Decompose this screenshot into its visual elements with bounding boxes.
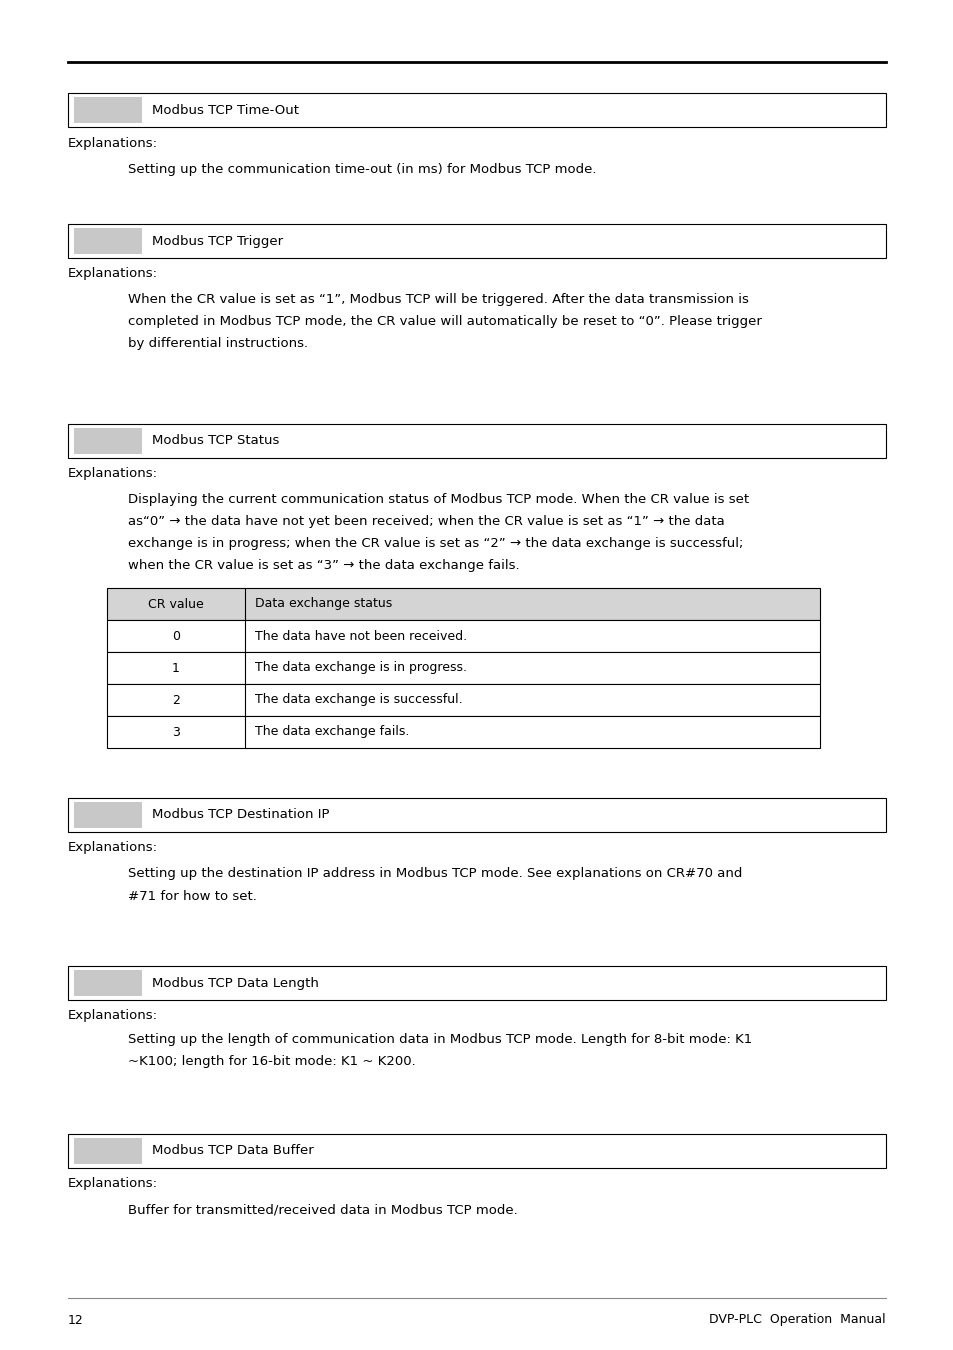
Text: Setting up the destination IP address in Modbus TCP mode. See explanations on CR: Setting up the destination IP address in… [128, 868, 741, 880]
Bar [74, 428, 142, 454]
Text: Data exchange status: Data exchange status [254, 598, 392, 610]
Text: 2: 2 [172, 694, 180, 706]
Text: Buffer for transmitted/received data in Modbus TCP mode.: Buffer for transmitted/received data in … [128, 1203, 517, 1216]
Bar [68, 798, 885, 832]
Text: Explanations:: Explanations: [68, 1010, 158, 1022]
Text: as“0” → the data have not yet been received; when the CR value is set as “1” → t: as“0” → the data have not yet been recei… [128, 516, 724, 528]
Text: Explanations:: Explanations: [68, 136, 158, 150]
Bar [74, 228, 142, 254]
Text: Modbus TCP Data Length: Modbus TCP Data Length [152, 976, 318, 990]
Text: when the CR value is set as “3” → the data exchange fails.: when the CR value is set as “3” → the da… [128, 559, 519, 572]
Bar [68, 967, 885, 1000]
Text: Explanations:: Explanations: [68, 1177, 158, 1191]
Bar [68, 224, 885, 258]
Text: Modbus TCP Status: Modbus TCP Status [152, 435, 279, 447]
Text: Modbus TCP Destination IP: Modbus TCP Destination IP [152, 809, 329, 822]
Text: The data have not been received.: The data have not been received. [254, 629, 467, 643]
Text: DVP-PLC  Operation  Manual: DVP-PLC Operation Manual [709, 1314, 885, 1327]
Text: Setting up the communication time-out (in ms) for Modbus TCP mode.: Setting up the communication time-out (i… [128, 163, 596, 177]
Text: completed in Modbus TCP mode, the CR value will automatically be reset to “0”. P: completed in Modbus TCP mode, the CR val… [128, 316, 761, 328]
Bar [107, 589, 820, 620]
Text: Modbus TCP Time-Out: Modbus TCP Time-Out [152, 104, 298, 116]
Text: Modbus TCP Data Buffer: Modbus TCP Data Buffer [152, 1145, 314, 1157]
Text: Setting up the length of communication data in Modbus TCP mode. Length for 8-bit: Setting up the length of communication d… [128, 1034, 752, 1046]
Text: 3: 3 [172, 725, 180, 738]
Text: Modbus TCP Trigger: Modbus TCP Trigger [152, 235, 283, 247]
Text: When the CR value is set as “1”, Modbus TCP will be triggered. After the data tr: When the CR value is set as “1”, Modbus … [128, 293, 748, 306]
Text: by differential instructions.: by differential instructions. [128, 338, 308, 351]
Bar [68, 1134, 885, 1168]
Text: Displaying the current communication status of Modbus TCP mode. When the CR valu: Displaying the current communication sta… [128, 494, 748, 506]
Bar [74, 97, 142, 123]
Text: The data exchange is in progress.: The data exchange is in progress. [254, 662, 467, 675]
Bar [74, 1138, 142, 1164]
Text: Explanations:: Explanations: [68, 267, 158, 281]
Bar [107, 684, 820, 716]
Text: 12: 12 [68, 1314, 84, 1327]
Text: Explanations:: Explanations: [68, 841, 158, 855]
Text: The data exchange is successful.: The data exchange is successful. [254, 694, 462, 706]
Bar [107, 652, 820, 684]
Text: ~K100; length for 16-bit mode: K1 ~ K200.: ~K100; length for 16-bit mode: K1 ~ K200… [128, 1056, 416, 1068]
Bar [74, 971, 142, 996]
Bar [107, 716, 820, 748]
Text: 0: 0 [172, 629, 180, 643]
Bar [107, 620, 820, 652]
Text: CR value: CR value [148, 598, 204, 610]
Bar [68, 424, 885, 458]
Text: #71 for how to set.: #71 for how to set. [128, 890, 256, 903]
Bar [74, 802, 142, 828]
Text: Explanations:: Explanations: [68, 467, 158, 481]
Text: exchange is in progress; when the CR value is set as “2” → the data exchange is : exchange is in progress; when the CR val… [128, 537, 742, 551]
Bar [68, 93, 885, 127]
Text: 1: 1 [172, 662, 180, 675]
Text: The data exchange fails.: The data exchange fails. [254, 725, 409, 738]
